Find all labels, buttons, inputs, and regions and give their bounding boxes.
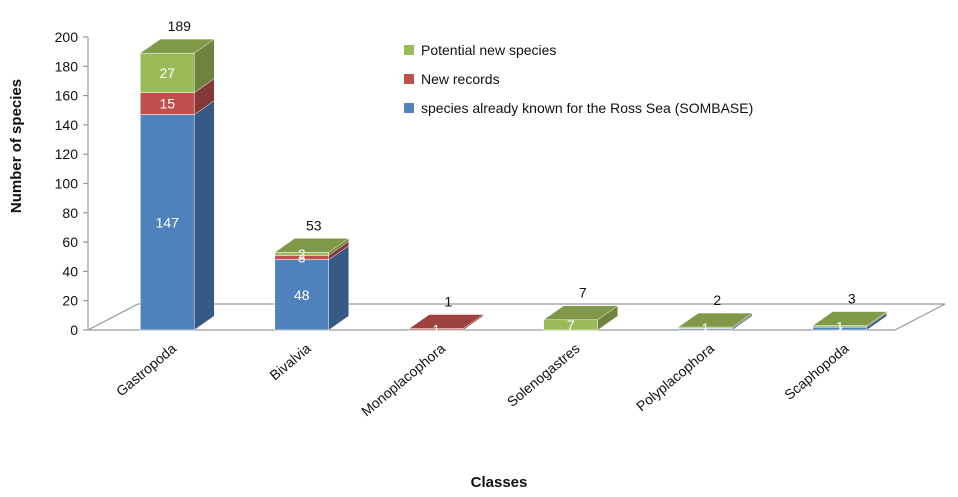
bar-segment-side [328, 245, 349, 331]
y-tick-label: 160 [55, 88, 79, 104]
data-label: 1 [701, 320, 709, 336]
bar-stack-gastropoda: 147 15 27 189 [139, 18, 215, 331]
x-tick-label: Monoplacophora [358, 340, 448, 419]
bar-segment [139, 114, 195, 331]
y-tick-label: 20 [62, 293, 78, 309]
data-label: 15 [159, 96, 175, 112]
legend-label: species already known for the Ross Sea (… [421, 100, 753, 116]
total-label: 2 [713, 292, 721, 308]
total-label: 7 [579, 285, 587, 301]
y-tick-label: 0 [70, 322, 78, 338]
y-tick-label: 140 [55, 117, 79, 133]
data-label: 147 [156, 214, 180, 230]
x-tick-label: Bivalvia [266, 340, 313, 383]
legend: Potential new species New records species … [404, 42, 753, 116]
legend-label: New records [421, 71, 500, 87]
bar-segment-top [139, 38, 215, 54]
data-label: 2 [298, 246, 306, 262]
y-tick-label: 100 [55, 176, 79, 192]
data-label: 27 [159, 65, 175, 81]
x-axis-title: Classes [471, 474, 528, 491]
bar-segment-top [543, 305, 619, 320]
y-tick-label: 40 [62, 263, 78, 279]
data-label: 48 [294, 287, 310, 303]
data-label: 1 [836, 318, 844, 334]
legend-label: Potential new species [421, 42, 556, 58]
data-label: 3 [298, 249, 306, 265]
y-tick-label: 180 [55, 58, 79, 74]
y-tick-label: 120 [55, 146, 79, 162]
y-axis: 0 20 40 60 80 100 120 140 160 180 200 [55, 29, 89, 338]
data-label: 2 [836, 321, 844, 337]
x-tick-label: Scaphopoda [781, 340, 852, 403]
bar-segment-top [812, 311, 888, 326]
y-tick-label: 200 [55, 29, 79, 45]
data-label: 7 [567, 317, 575, 333]
y-axis-title: Number of species [8, 79, 25, 213]
y-tick-label: 60 [62, 234, 78, 250]
bar-segment [139, 52, 195, 93]
legend-swatch [404, 45, 414, 55]
bar-stack-monoplacophora: 11 [408, 294, 484, 337]
bar-segment-top [274, 238, 350, 253]
total-label: 53 [306, 217, 322, 233]
x-tick-label: Gastropoda [113, 340, 179, 399]
legend-swatch [404, 103, 414, 113]
x-axis-labels: Gastropoda Bivalvia Monoplacophora Solenoga… [113, 340, 852, 419]
bar-stack-polyplacophora: 112 [677, 292, 753, 337]
x-tick-label: Polyplacophora [633, 340, 717, 414]
bar-stack-solenogastres: 77 [543, 285, 619, 333]
total-label: 189 [168, 18, 192, 34]
bar-segment [274, 259, 330, 331]
bar-stack-scaphopoda: 213 [812, 291, 888, 337]
bar-segment-top [408, 314, 484, 329]
data-label: 1 [432, 321, 440, 337]
legend-swatch [404, 74, 414, 84]
total-label: 1 [444, 294, 452, 310]
x-tick-label: Solenogastres [504, 340, 583, 410]
data-label: 1 [701, 321, 709, 337]
bar-segment-side [194, 100, 215, 331]
total-label: 3 [848, 291, 856, 307]
y-tick-label: 80 [62, 205, 78, 221]
bar-segment-top [677, 312, 753, 328]
